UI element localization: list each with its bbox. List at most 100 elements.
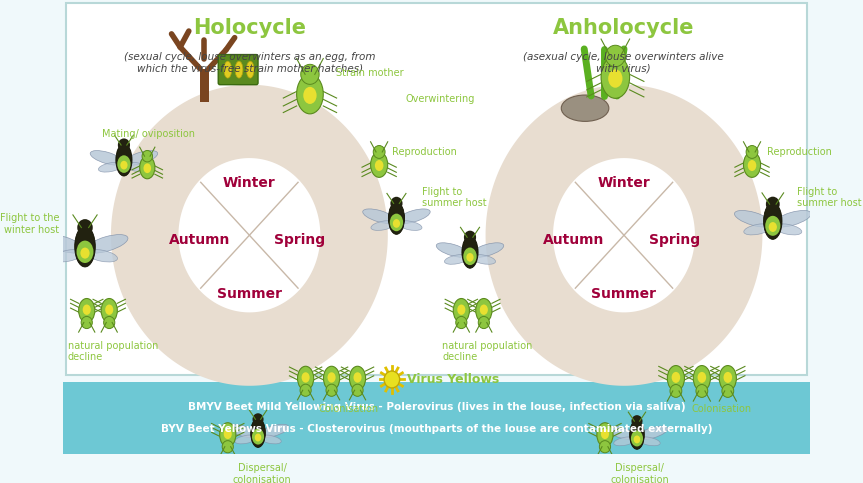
Text: Virus Yellows: Virus Yellows — [407, 373, 500, 386]
Ellipse shape — [671, 372, 680, 383]
Ellipse shape — [397, 209, 430, 224]
Ellipse shape — [390, 213, 403, 231]
Ellipse shape — [75, 226, 95, 267]
FancyBboxPatch shape — [63, 0, 810, 455]
Circle shape — [606, 45, 625, 67]
Ellipse shape — [42, 235, 85, 253]
Ellipse shape — [638, 426, 668, 440]
Ellipse shape — [298, 366, 314, 390]
Ellipse shape — [101, 298, 117, 323]
Circle shape — [478, 316, 489, 328]
FancyBboxPatch shape — [66, 3, 808, 375]
Ellipse shape — [117, 156, 130, 173]
Ellipse shape — [667, 366, 684, 391]
Ellipse shape — [614, 437, 636, 446]
Ellipse shape — [723, 372, 732, 383]
Text: Summer: Summer — [591, 286, 657, 300]
Text: Spring: Spring — [649, 233, 700, 247]
Ellipse shape — [608, 70, 622, 88]
Ellipse shape — [773, 211, 811, 227]
Ellipse shape — [747, 160, 756, 171]
Ellipse shape — [140, 156, 154, 179]
Text: Winter: Winter — [597, 176, 651, 190]
Circle shape — [222, 440, 233, 453]
Circle shape — [81, 316, 92, 328]
Ellipse shape — [124, 151, 158, 165]
Ellipse shape — [53, 250, 84, 262]
Ellipse shape — [224, 61, 231, 78]
Text: Holocycle: Holocycle — [193, 18, 306, 38]
Circle shape — [326, 384, 337, 397]
Ellipse shape — [125, 162, 149, 172]
Ellipse shape — [259, 424, 289, 438]
Ellipse shape — [86, 250, 117, 262]
Circle shape — [300, 384, 312, 397]
Ellipse shape — [116, 144, 132, 176]
Ellipse shape — [246, 61, 254, 78]
Ellipse shape — [437, 243, 469, 257]
Text: (asexual cycle, louse overwinters alive
with virus): (asexual cycle, louse overwinters alive … — [523, 52, 724, 74]
Circle shape — [456, 316, 467, 328]
Text: BMYV Beet Mild Yellowing Virus - Polerovirus (lives in the louse, infection via : BMYV Beet Mild Yellowing Virus - Polerov… — [188, 402, 685, 412]
Ellipse shape — [719, 366, 736, 391]
Ellipse shape — [250, 418, 266, 447]
Circle shape — [390, 197, 402, 210]
Ellipse shape — [765, 216, 780, 236]
Ellipse shape — [453, 298, 469, 323]
Ellipse shape — [693, 366, 710, 391]
Text: natural population
decline: natural population decline — [443, 341, 532, 362]
Text: Anholocycle: Anholocycle — [552, 18, 694, 38]
FancyBboxPatch shape — [63, 382, 810, 455]
Text: Autumn: Autumn — [168, 233, 230, 247]
Text: Reproduction: Reproduction — [766, 147, 832, 157]
Text: (sexual cycle, louse overwinters as an egg, from
which the virus-free strain mot: (sexual cycle, louse overwinters as an e… — [124, 52, 375, 74]
Ellipse shape — [393, 219, 400, 228]
Text: Dispersal/
colonisation: Dispersal/ colonisation — [233, 463, 292, 483]
Text: Strain mother: Strain mother — [336, 69, 404, 78]
Text: Flight to
summer host: Flight to summer host — [797, 187, 861, 208]
Ellipse shape — [398, 221, 422, 230]
Ellipse shape — [328, 372, 336, 383]
Text: Winter: Winter — [223, 176, 276, 190]
Ellipse shape — [370, 152, 387, 177]
Circle shape — [464, 231, 476, 244]
Ellipse shape — [297, 74, 324, 114]
Circle shape — [253, 413, 263, 426]
Circle shape — [78, 219, 92, 236]
Ellipse shape — [362, 209, 396, 224]
Ellipse shape — [630, 420, 645, 449]
Ellipse shape — [601, 56, 630, 99]
Polygon shape — [111, 85, 387, 386]
Ellipse shape — [744, 224, 772, 235]
Circle shape — [670, 384, 682, 398]
Text: Overwintering: Overwintering — [406, 94, 476, 104]
Text: BYV Beet Yellows Virus - Closterovirus (mouthparts of the louse are contaminated: BYV Beet Yellows Virus - Closterovirus (… — [161, 425, 713, 435]
Text: Dispersal/
colonisation: Dispersal/ colonisation — [610, 463, 669, 483]
Ellipse shape — [252, 428, 264, 444]
Circle shape — [142, 151, 153, 162]
Ellipse shape — [220, 423, 236, 447]
Ellipse shape — [303, 87, 317, 104]
Ellipse shape — [224, 429, 232, 439]
Circle shape — [721, 384, 734, 398]
Circle shape — [632, 415, 643, 427]
Ellipse shape — [769, 222, 777, 232]
Circle shape — [373, 145, 385, 158]
Ellipse shape — [764, 203, 782, 240]
Ellipse shape — [80, 248, 90, 258]
Ellipse shape — [466, 253, 474, 262]
Ellipse shape — [607, 426, 637, 440]
Ellipse shape — [79, 298, 95, 323]
Text: Mating/ oviposition: Mating/ oviposition — [103, 128, 195, 139]
Ellipse shape — [350, 366, 366, 390]
Ellipse shape — [444, 255, 469, 264]
Text: Spring: Spring — [274, 233, 325, 247]
Ellipse shape — [463, 247, 476, 265]
Ellipse shape — [235, 61, 243, 78]
Text: Summer: Summer — [217, 286, 282, 300]
Ellipse shape — [480, 304, 488, 315]
Ellipse shape — [631, 430, 643, 446]
Ellipse shape — [743, 152, 760, 177]
Text: Colonisation: Colonisation — [691, 404, 752, 414]
Circle shape — [104, 316, 115, 328]
